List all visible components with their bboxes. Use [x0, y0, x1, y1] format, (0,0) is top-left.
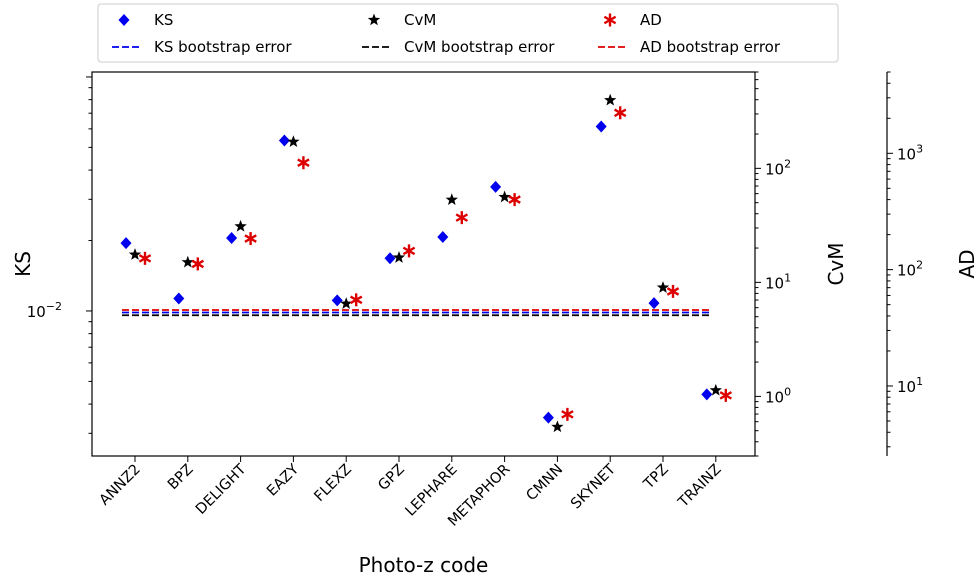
cvm-point [445, 193, 458, 206]
ad-point [719, 388, 733, 402]
ad-point [508, 193, 521, 207]
cvm-point [234, 219, 247, 232]
ks-point [490, 180, 502, 193]
ad-tick-label: 101 [897, 375, 923, 396]
ks-point [701, 388, 713, 401]
legend-label: KS [154, 11, 173, 29]
ad-point [244, 232, 257, 246]
ad-point [613, 106, 627, 120]
cvm-point [604, 93, 617, 106]
ks-point [595, 120, 607, 133]
legend-marker [367, 13, 381, 26]
ks-point [120, 237, 132, 250]
ad-point [561, 407, 574, 421]
ad-point [349, 293, 363, 307]
x-tick-label: DELIGHT [193, 461, 249, 517]
ks-point [226, 232, 238, 245]
cvm-point [340, 297, 353, 309]
ad-point [297, 156, 310, 170]
legend-label: AD [640, 11, 662, 29]
ad-point [191, 257, 205, 271]
cvm-tick-label: 101 [765, 271, 791, 292]
ks-point [648, 297, 660, 310]
cvm-point [287, 135, 300, 148]
cvm-point [709, 383, 722, 396]
cvm-point [392, 251, 406, 263]
ks-point [173, 292, 185, 305]
plot-area [120, 93, 733, 433]
x-tick-label: TRAINZ [675, 461, 725, 511]
cvm-point [128, 248, 142, 260]
legend-label: AD bootstrap error [640, 38, 781, 56]
ks-point [331, 294, 343, 307]
ad-point [138, 251, 152, 265]
x-tick-label: EAZY [264, 461, 302, 499]
ks-point [437, 231, 449, 244]
plot-frame [91, 71, 756, 457]
x-axis-title: Photo-z code [359, 553, 489, 577]
legend-label: CvM bootstrap error [404, 38, 555, 56]
legend-marker [603, 13, 617, 27]
ad-point [402, 244, 416, 258]
ks-point [384, 252, 396, 265]
ad-point [455, 211, 469, 225]
x-tick-label: CMNN [524, 462, 567, 505]
cvm-tick-label: 100 [765, 385, 791, 406]
cvm-axis-title: CvM [824, 242, 848, 285]
cvm-point [551, 420, 564, 433]
x-tick-label: TPZ [640, 461, 672, 493]
ad-point [666, 284, 680, 298]
cvm-tick-label: 102 [765, 157, 791, 178]
ks-axis-title: KS [11, 251, 35, 277]
x-tick-label: SKYNET [568, 461, 619, 512]
cvm-point [181, 255, 194, 268]
x-tick-label: FLEXZ [312, 461, 355, 504]
legend-marker [118, 14, 130, 26]
ad-tick-label: 103 [897, 142, 923, 163]
x-tick-label: GPZ [375, 461, 408, 494]
ks-point [542, 411, 554, 424]
ad-tick-label: 102 [897, 259, 923, 280]
legend-label: KS bootstrap error [154, 38, 292, 56]
x-tick-label: ANNZ2 [97, 462, 144, 509]
ks-tick-label: 10−2 [27, 300, 62, 321]
legend-label: CvM [404, 11, 436, 29]
x-tick-label: BPZ [165, 461, 197, 493]
cvm-point [498, 190, 511, 203]
ad-axis-title: AD [955, 249, 979, 278]
legend-box [97, 3, 839, 63]
cvm-point [656, 281, 670, 293]
legend: KS CvM AD KS bootstrap error CvM bootstrap e… [97, 3, 839, 63]
ks-point [278, 134, 290, 147]
